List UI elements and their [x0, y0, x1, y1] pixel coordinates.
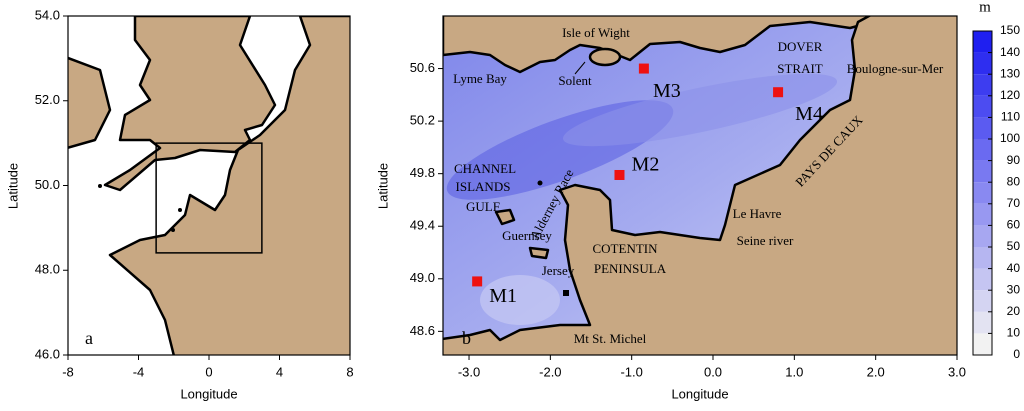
- colorbar-bin: [973, 95, 992, 118]
- station-marker: [773, 87, 784, 98]
- place-label: Solent: [558, 73, 592, 88]
- place-label: Guernsey: [502, 228, 552, 243]
- colorbar-tick-label: 40: [1007, 261, 1021, 275]
- y-tick-label: 54.0: [35, 7, 60, 22]
- station-label: M1: [489, 285, 517, 307]
- y-tick-label: 48.0: [35, 262, 60, 277]
- place-label: Jersey: [542, 263, 575, 278]
- place-label: Boulogne-sur-Mer: [847, 61, 944, 76]
- place-label: STRAIT: [777, 61, 823, 76]
- colorbar-bin: [973, 160, 992, 183]
- colorbar-tick-label: 70: [1007, 196, 1021, 210]
- x-tick-label: 2.0: [867, 364, 885, 379]
- place-label: Seine river: [737, 233, 794, 248]
- colorbar-tick-label: 90: [1007, 153, 1021, 167]
- study-area-box: [155, 142, 263, 254]
- x-tick-label: 4: [276, 364, 283, 379]
- colorbar-tick-label: 140: [1000, 45, 1020, 59]
- colorbar-bin: [973, 203, 992, 226]
- x-tick-label: -1.0: [620, 364, 642, 379]
- place-label: GULF: [466, 199, 500, 214]
- x-tick-label: 1.0: [785, 364, 803, 379]
- colorbar-tick-label: 100: [1000, 131, 1020, 145]
- colorbar-tick-label: 60: [1007, 218, 1021, 232]
- y-tick-label: 49.8: [410, 165, 435, 180]
- panel-label: b: [462, 328, 471, 348]
- y-tick-label: 49.0: [410, 270, 435, 285]
- station-label: M2: [632, 154, 660, 176]
- colorbar-tick-label: 0: [1013, 347, 1020, 361]
- y-tick-label: 50.2: [410, 113, 435, 128]
- station-marker: [472, 276, 483, 287]
- station-marker: [614, 169, 625, 180]
- y-tick-label: 49.4: [410, 218, 435, 233]
- place-label: CHANNEL: [454, 161, 516, 176]
- place-label: COTENTIN: [593, 241, 659, 256]
- station-label: M3: [653, 80, 681, 102]
- colorbar-frame: [972, 30, 993, 356]
- colorbar-tick-label: 10: [1007, 326, 1021, 340]
- y-axis-label: Latitude: [5, 163, 20, 209]
- x-tick-label: -3.0: [458, 364, 480, 379]
- colorbar-bin: [973, 139, 992, 161]
- y-tick-label: 46.0: [35, 346, 60, 361]
- colorbar-tick-label: 110: [1001, 110, 1020, 124]
- place-label: Le Havre: [733, 206, 782, 221]
- colorbar-tick-label: 80: [1007, 174, 1021, 188]
- colorbar-bin: [973, 74, 992, 96]
- y-tick-label: 50.0: [35, 177, 60, 192]
- colorbar-tick-label: 50: [1007, 239, 1021, 253]
- x-axis-label: Longitude: [671, 386, 728, 401]
- place-label: Lyme Bay: [453, 71, 507, 86]
- x-tick-label: 0.0: [704, 364, 722, 379]
- x-tick-label: -8: [62, 364, 74, 379]
- x-tick-label: 3.0: [948, 364, 966, 379]
- colorbar-tick-label: 130: [1000, 66, 1020, 80]
- station-marker: [638, 63, 649, 74]
- colorbar-bin: [973, 117, 992, 139]
- colorbar-bin: [973, 333, 992, 355]
- place-label: DOVER: [778, 39, 823, 54]
- place-label: PENINSULA: [594, 261, 667, 276]
- map-b: [443, 16, 957, 355]
- panel-label: a: [85, 328, 93, 348]
- colorbar-bin: [973, 290, 992, 312]
- colorbar-bin: [973, 52, 992, 75]
- colorbar-bin: [973, 268, 992, 291]
- frame-b: [442, 15, 958, 356]
- y-tick-label: 50.6: [410, 60, 435, 75]
- map-a: [68, 16, 350, 355]
- colorbar-bin: [973, 311, 992, 334]
- y-tick-label: 48.6: [410, 323, 435, 338]
- colorbar-bin: [973, 247, 992, 269]
- x-tick-label: 8: [346, 364, 353, 379]
- place-label: Isle of Wight: [562, 25, 630, 40]
- y-tick-label: 52.0: [35, 92, 60, 107]
- colorbar-bin: [973, 182, 992, 204]
- x-tick-label: -2.0: [539, 364, 561, 379]
- x-axis-label: Longitude: [180, 386, 237, 401]
- place-label: Mt St. Michel: [574, 331, 647, 346]
- colorbar-bin: [973, 225, 992, 247]
- colorbar-label: m: [979, 0, 991, 15]
- place-label: ISLANDS: [456, 179, 511, 194]
- colorbar-tick-label: 30: [1007, 282, 1021, 296]
- colorbar-tick-label: 20: [1007, 304, 1021, 318]
- x-tick-label: 0: [205, 364, 212, 379]
- x-tick-label: -4: [133, 364, 145, 379]
- colorbar-tick-label: 120: [1000, 88, 1020, 102]
- colorbar-tick-label: 150: [1000, 23, 1020, 37]
- station-label: M4: [795, 103, 823, 125]
- colorbar-bin: [973, 31, 992, 53]
- y-axis-label: Latitude: [375, 163, 390, 209]
